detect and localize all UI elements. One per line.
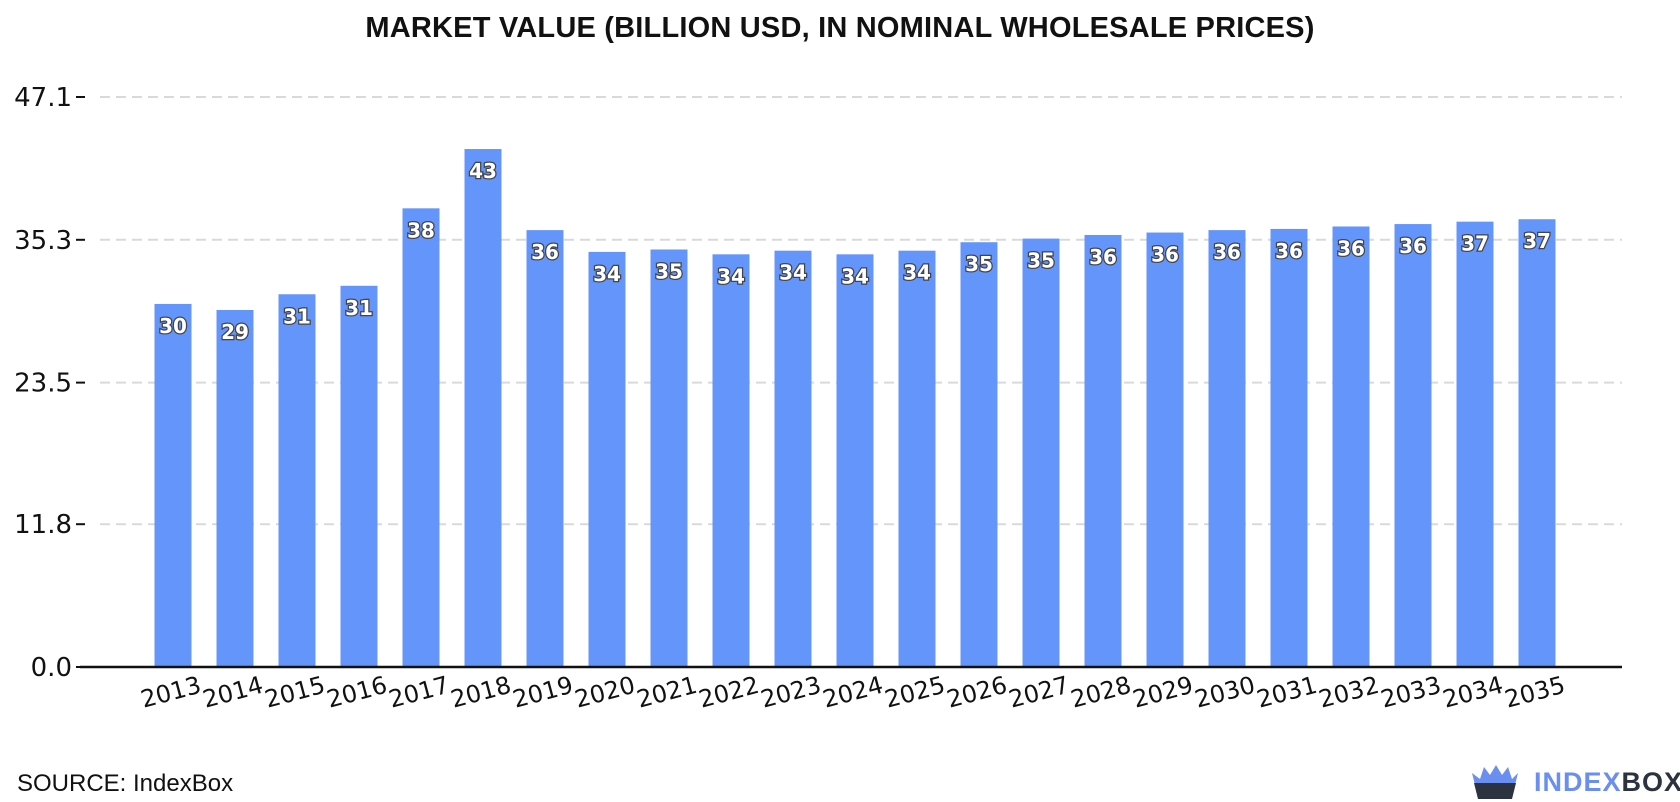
x-tick-label: 2013 [138,671,204,714]
x-tick-label: 2025 [882,671,948,714]
indexbox-logo[interactable]: INDEXBOX [1470,762,1680,802]
x-tick-label: 2023 [758,671,824,714]
x-tick-label: 2014 [200,671,266,714]
y-tick-label: 47.1 [14,83,72,113]
data-label: 38 [407,218,435,242]
bar[interactable] [216,309,254,667]
bar[interactable] [650,249,688,667]
data-label: 36 [1213,240,1241,264]
x-tick-label: 2031 [1254,671,1320,714]
data-label: 35 [655,259,683,283]
data-label: 29 [221,320,249,344]
brand-wordmark: INDEXBOX [1534,767,1680,798]
data-label: 36 [1275,239,1303,263]
data-label: 43 [469,159,497,183]
data-label: 31 [283,304,311,328]
bar[interactable] [898,250,936,667]
data-label: 36 [1337,236,1365,260]
chart-title: MARKET VALUE (BILLION USD, IN NOMINAL WH… [365,12,1315,44]
x-tick-label: 2020 [572,671,638,714]
x-tick-label: 2017 [386,671,452,714]
brand-part-1: INDEX [1534,766,1622,797]
bar[interactable] [464,149,502,668]
y-tick-label: 35.3 [14,226,72,256]
data-label: 35 [1027,249,1055,273]
source-note: SOURCE: IndexBox [17,770,234,797]
bar[interactable] [154,303,192,667]
x-tick-label: 2028 [1068,671,1134,714]
bar[interactable] [340,285,378,667]
data-label: 36 [1399,234,1427,258]
x-tick-label: 2030 [1192,671,1258,714]
bar[interactable] [1084,234,1122,667]
data-label: 36 [531,240,559,264]
data-label: 34 [841,264,869,288]
bar[interactable] [1270,228,1308,667]
x-tick-label: 2026 [944,671,1010,714]
data-label: 37 [1523,229,1551,253]
bar[interactable] [1332,226,1370,667]
bar[interactable] [1394,224,1432,667]
bar[interactable] [1518,219,1556,667]
x-tick-label: 2022 [696,671,762,714]
data-label: 34 [717,264,745,288]
bar[interactable] [836,254,874,668]
bar[interactable] [588,251,626,667]
data-label: 31 [345,296,373,320]
data-label: 37 [1461,232,1489,256]
data-label: 34 [779,261,807,285]
data-label: 30 [159,314,187,338]
x-tick-label: 2034 [1440,671,1506,714]
data-label: 34 [593,262,621,286]
y-tick-label: 0.0 [31,653,72,683]
bar[interactable] [526,230,564,667]
x-tick-label: 2018 [448,671,514,714]
bar[interactable] [1208,230,1246,667]
bar[interactable] [712,254,750,668]
x-tick-label: 2029 [1130,671,1196,714]
indexbox-crown-logo-icon [1472,765,1518,799]
bar[interactable] [278,294,316,667]
x-tick-label: 2024 [820,671,886,714]
data-label: 35 [965,252,993,276]
x-tick-label: 2033 [1378,671,1444,714]
data-label: 34 [903,261,931,285]
bar[interactable] [1022,238,1060,668]
bar-chart: 0.0 11.8 23.5 35.3 47.1 30 2013 29 2014 31 2015 31 2… [14,83,1622,714]
x-tick-label: 2021 [634,671,700,714]
data-label: 36 [1089,245,1117,269]
brand-part-2: BOX [1621,766,1680,797]
x-tick-label: 2027 [1006,671,1072,714]
x-tick-label: 2035 [1502,671,1568,714]
x-tick-label: 2015 [262,671,328,714]
bar[interactable] [402,208,440,667]
y-tick-label: 11.8 [14,510,72,540]
x-tick-label: 2019 [510,671,576,714]
y-tick-label: 23.5 [14,369,72,399]
bar[interactable] [1146,232,1184,668]
bar[interactable] [774,250,812,667]
bar[interactable] [1456,221,1494,667]
x-tick-label: 2032 [1316,671,1382,714]
data-label: 36 [1151,243,1179,267]
x-tick-label: 2016 [324,671,390,714]
bar[interactable] [960,242,998,667]
